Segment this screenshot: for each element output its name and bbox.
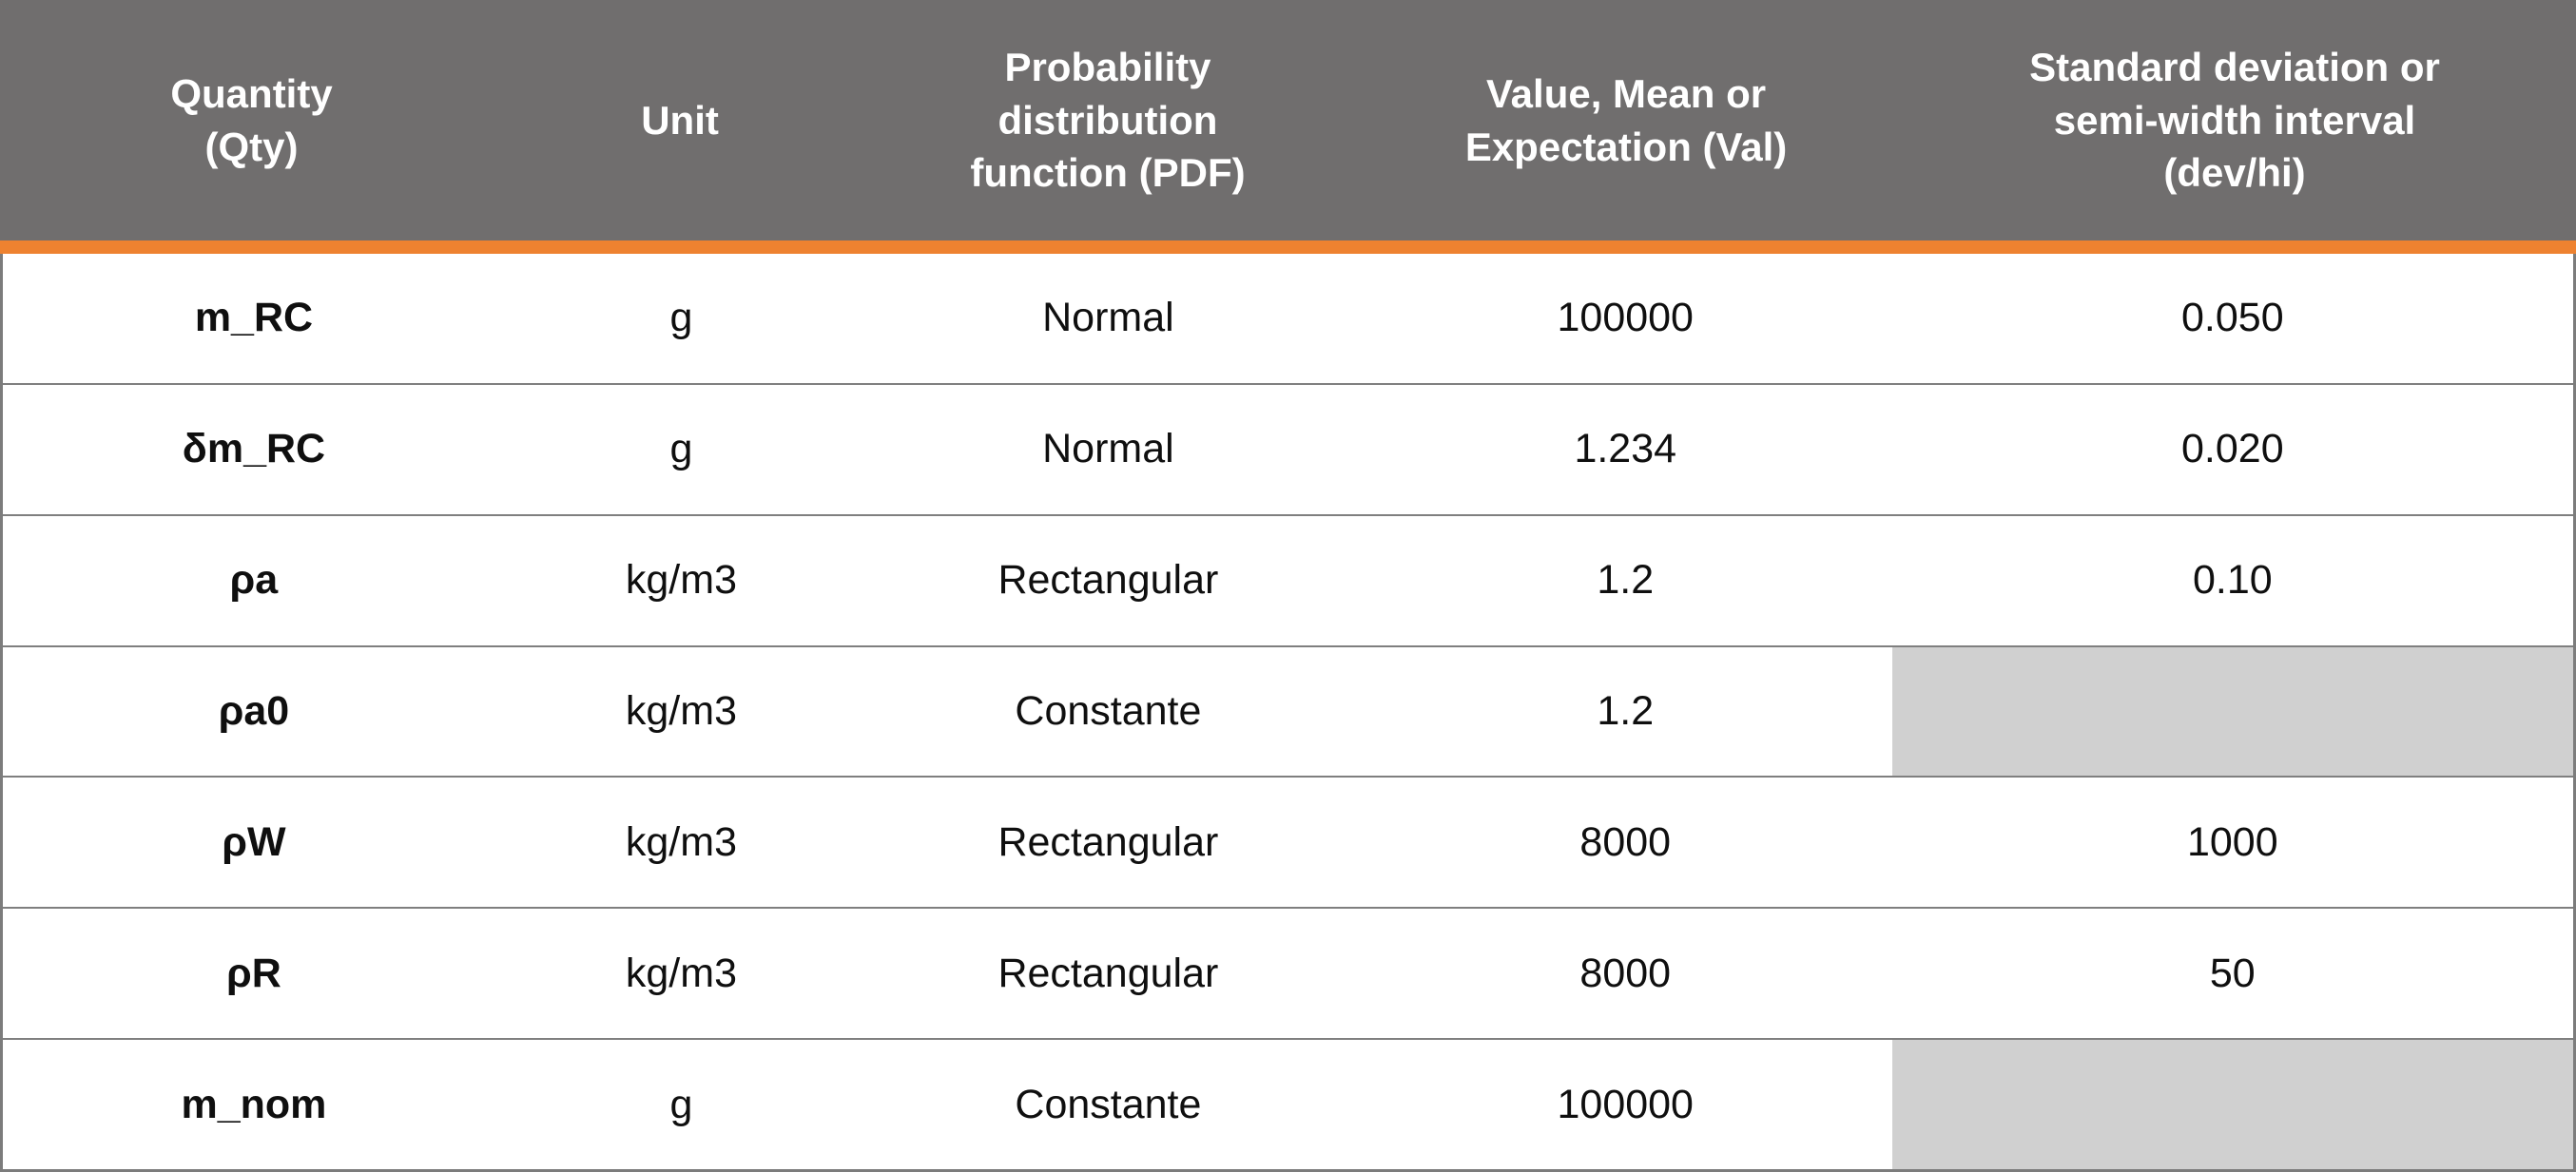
cell-unit: kg/m3 — [625, 688, 737, 734]
cell-value: 100000 — [1557, 295, 1694, 341]
table-row-rho-a: ρa kg/m3 Rectangular 1.2 0.10 — [3, 513, 2573, 645]
cell-pdf: Constante — [1015, 688, 1202, 734]
cell-unit: g — [669, 295, 693, 341]
column-header-deviation: Standard deviation or semi-width interva… — [2029, 44, 2440, 196]
cell-pdf: Constante — [1015, 1081, 1202, 1127]
cell-value: 1.234 — [1574, 426, 1677, 472]
cell-unit: kg/m3 — [625, 557, 737, 604]
column-header-unit: Unit — [641, 97, 719, 143]
cell-quantity: m_RC — [194, 295, 314, 341]
cell-quantity: δm_RC — [182, 426, 326, 472]
table-row-m_RC: m_RC g Normal 100000 0.050 — [3, 254, 2573, 383]
cell-pdf: Rectangular — [997, 557, 1219, 604]
cell-quantity: ρR — [226, 950, 281, 996]
cell-deviation: 1000 — [2186, 818, 2278, 865]
cell-unit: g — [669, 1081, 693, 1127]
cell-pdf: Rectangular — [997, 818, 1219, 865]
cell-deviation-shaded — [1891, 646, 2573, 777]
cell-pdf: Rectangular — [997, 950, 1219, 996]
cell-deviation: 0.050 — [2181, 295, 2284, 341]
cell-value: 100000 — [1557, 1081, 1694, 1127]
cell-deviation: 0.020 — [2181, 426, 2284, 472]
cell-unit: g — [669, 426, 693, 472]
column-header-value: Value, Mean or Expectation (Val) — [1464, 70, 1788, 169]
cell-unit: kg/m3 — [625, 950, 737, 996]
cell-value: 8000 — [1579, 950, 1672, 996]
cell-quantity: ρa0 — [218, 688, 290, 734]
table-row-rho-R: ρR kg/m3 Rectangular 8000 50 — [3, 907, 2573, 1038]
cell-unit: kg/m3 — [625, 818, 737, 865]
cell-quantity: m_nom — [181, 1081, 327, 1127]
table-header-row: Quantity (Qty) Unit Probability distribu… — [0, 0, 2576, 240]
cell-pdf: Normal — [1042, 426, 1174, 472]
cell-deviation-shaded — [1891, 1040, 2573, 1170]
cell-deviation: 50 — [2209, 950, 2256, 996]
cell-value: 8000 — [1579, 818, 1672, 865]
cell-pdf: Normal — [1042, 295, 1174, 341]
column-header-quantity: Quantity (Qty) — [170, 70, 333, 169]
table-body: m_RC g Normal 100000 0.050 δm_RC g Norma… — [0, 254, 2576, 1172]
header-accent-bar — [0, 240, 2576, 254]
table-row-delta-m_RC: δm_RC g Normal 1.234 0.020 — [3, 382, 2573, 514]
cell-deviation: 0.10 — [2192, 557, 2273, 604]
cell-quantity: ρa — [229, 557, 279, 604]
table-row-rho-a0: ρa0 kg/m3 Constante 1.2 — [3, 644, 2573, 777]
table-row-rho-W: ρW kg/m3 Rectangular 8000 1000 — [3, 776, 2573, 907]
column-header-pdf: Probability distribution function (PDF) — [970, 44, 1246, 196]
cell-value: 1.2 — [1597, 688, 1655, 734]
table-row-m_nom: m_nom g Constante 100000 — [3, 1038, 2573, 1170]
cell-quantity: ρW — [222, 818, 286, 865]
cell-value: 1.2 — [1597, 557, 1655, 604]
